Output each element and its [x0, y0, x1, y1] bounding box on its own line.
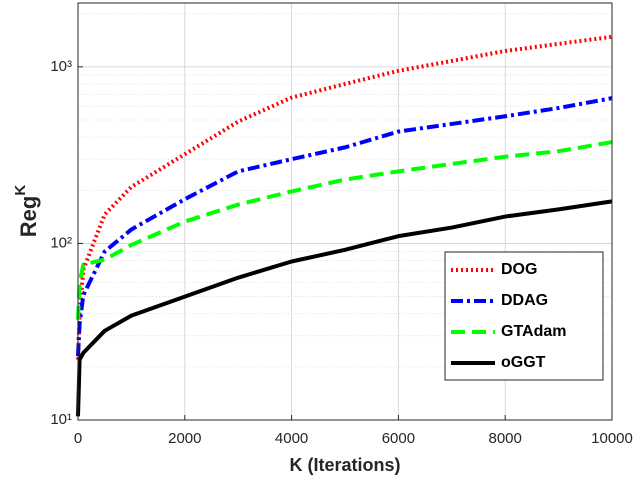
- x-tick-label: 0: [74, 430, 82, 447]
- y-axis-title-sup: K: [12, 185, 29, 196]
- y-tick-label: 10³: [50, 58, 72, 75]
- y-axis-title: RegK: [12, 185, 41, 238]
- legend-box: [444, 251, 604, 381]
- x-axis-title: K (Iterations): [289, 455, 400, 475]
- legend: DOG DDAG GTAdam oGGT: [444, 251, 604, 381]
- legend-label: DOG: [501, 261, 537, 278]
- plot-frame: [77, 2, 613, 421]
- legend-label: GTAdam: [501, 323, 566, 340]
- y-tick-label: 10¹: [50, 411, 72, 428]
- ticks: 10¹ 10² 10³ 0 2000 4000 6000 8000 10000: [50, 58, 633, 447]
- y-tick-label: 10²: [50, 234, 72, 251]
- series-line: [76, 199, 613, 417]
- x-tick-label: 6000: [382, 430, 415, 447]
- series-line: [76, 34, 613, 360]
- legend-label: oGGT: [501, 354, 546, 371]
- legend-label: DDAG: [501, 292, 548, 309]
- plot-lines: [76, 34, 613, 417]
- x-tick-label: 2000: [168, 430, 201, 447]
- x-tick-label: 8000: [489, 430, 522, 447]
- y-axis-title-main: Reg: [16, 196, 41, 238]
- x-tick-label: 4000: [275, 430, 308, 447]
- x-tick-label: 10000: [591, 430, 633, 447]
- series-line: [76, 96, 613, 357]
- series-line: [76, 140, 613, 320]
